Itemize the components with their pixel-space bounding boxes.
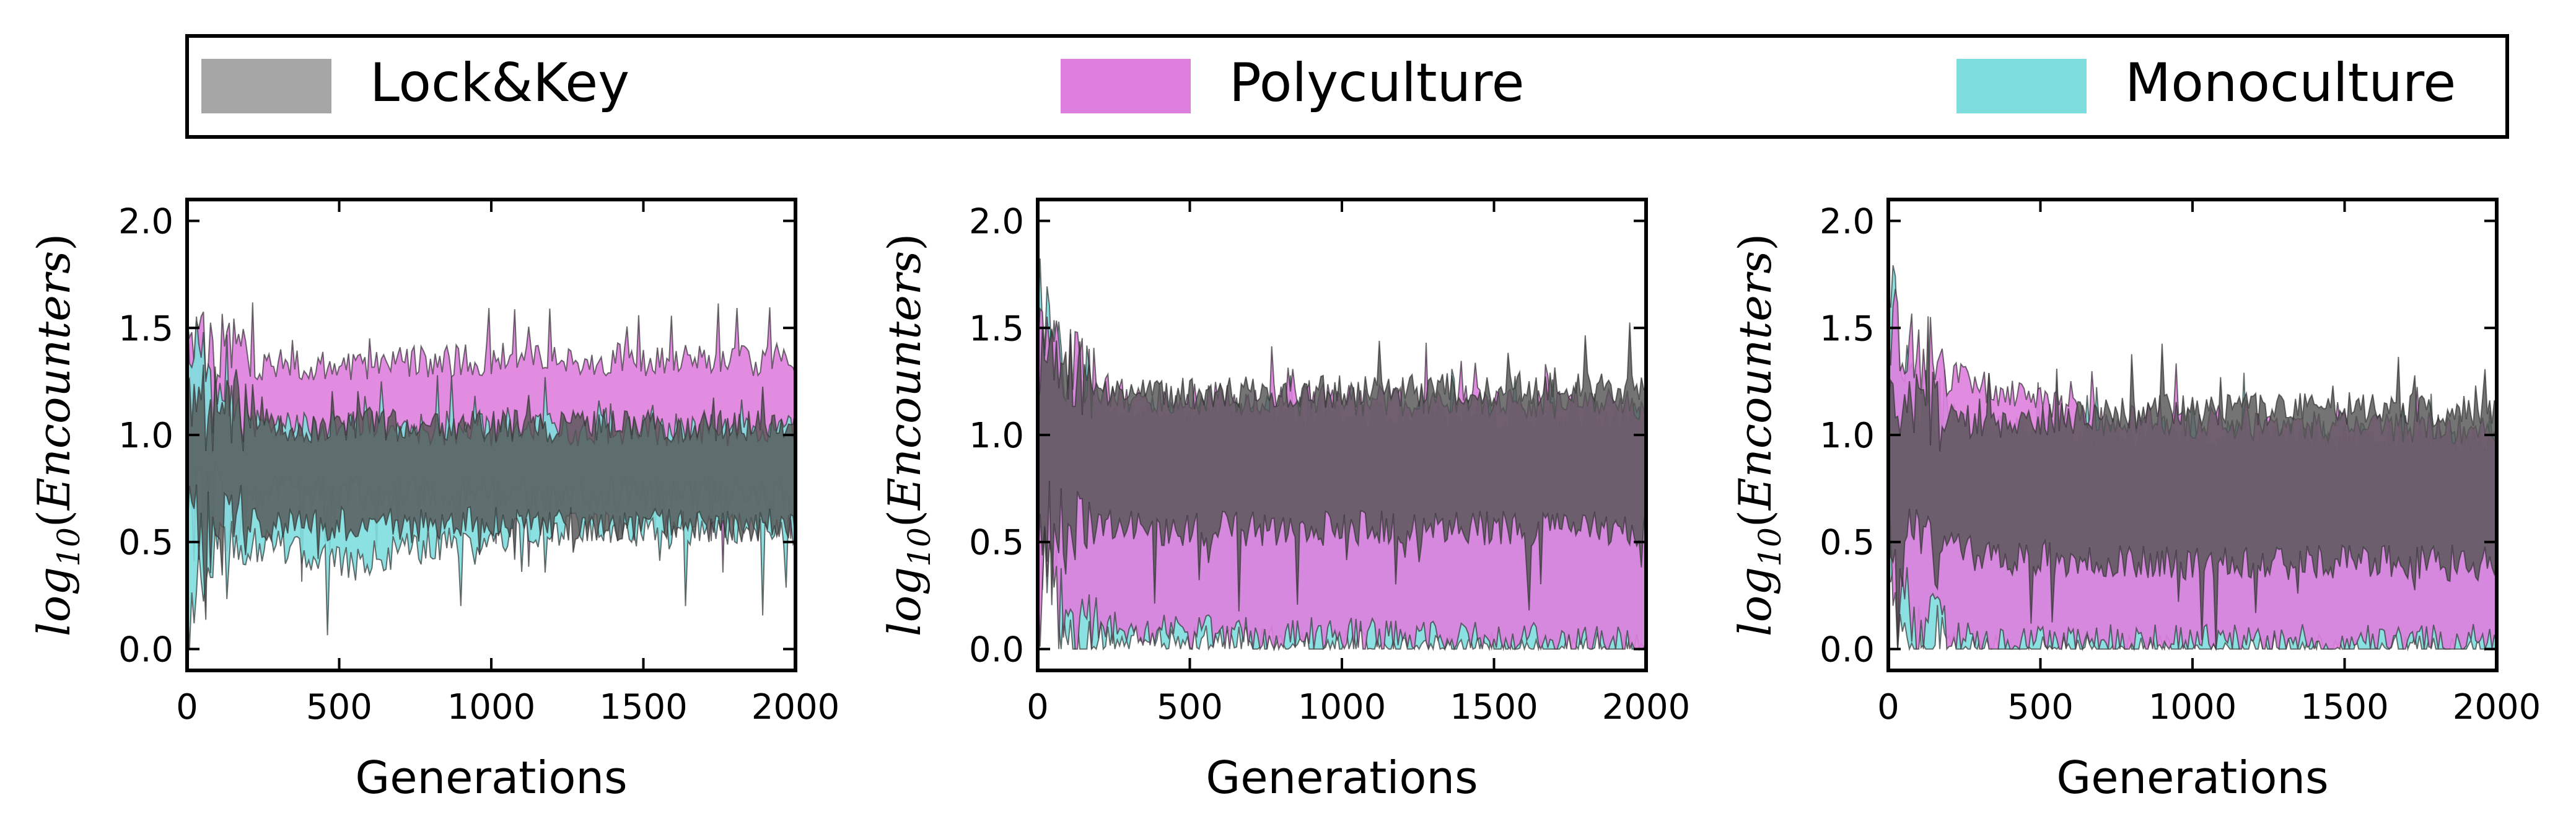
x-tick-label: 500: [1157, 687, 1223, 727]
legend-swatch-polyculture: [1061, 59, 1191, 113]
y-axis-label-paren-open: (: [878, 510, 931, 527]
y-tick-label: 1.5: [969, 309, 1024, 349]
y-tick-label: 1.5: [1820, 309, 1875, 349]
x-tick-label: 500: [306, 687, 372, 727]
y-tick-label: 2.0: [118, 202, 173, 242]
y-tick-label: 0.0: [1820, 630, 1875, 670]
x-axis-label: Generations: [1206, 752, 1478, 804]
y-axis-label-text: Encounters: [878, 251, 931, 511]
y-axis-label-text: Encounters: [1729, 251, 1781, 511]
y-tick-label: 1.0: [969, 416, 1024, 456]
y-tick-label: 2.0: [969, 202, 1024, 242]
x-tick-label: 500: [2007, 687, 2074, 727]
x-tick-label: 1000: [447, 687, 536, 727]
x-tick-label: 1500: [599, 687, 688, 727]
y-axis-label-log: log: [878, 567, 931, 636]
legend-swatch-lock-key: [201, 59, 331, 113]
y-axis-label-text: Encounters: [28, 251, 80, 511]
y-axis-label-subscript: 10: [901, 527, 937, 567]
legend-label-polyculture: Polyculture: [1229, 52, 1525, 114]
series-band-lock-key: [1888, 316, 2497, 649]
y-axis-label-subscript: 10: [51, 527, 87, 567]
y-tick-label: 1.0: [118, 416, 173, 456]
y-tick-label: 1.0: [1820, 416, 1875, 456]
y-axis-label-paren-open: (: [28, 510, 80, 527]
x-axis-label: Generations: [2056, 752, 2328, 804]
legend: Lock&Key Polyculture Monoculture: [185, 34, 2509, 139]
y-axis-label: log10(Encounters): [1729, 234, 1788, 637]
x-tick-label: 1000: [2149, 687, 2237, 727]
y-tick-label: 0.5: [969, 523, 1024, 563]
y-axis-label-log: log: [28, 567, 80, 636]
bands: [1888, 265, 2497, 652]
y-axis-label: log10(Encounters): [878, 234, 937, 637]
x-tick-label: 0: [176, 687, 198, 727]
y-axis-label-subscript: 10: [1752, 527, 1788, 567]
y-axis-label-log: log: [1729, 567, 1781, 636]
x-tick-label: 1000: [1298, 687, 1387, 727]
y-tick-label: 0.0: [118, 630, 173, 670]
x-axis-label: Generations: [355, 752, 627, 804]
y-axis-label-paren-close: ): [1729, 234, 1781, 251]
x-tick-label: 1500: [2300, 687, 2389, 727]
y-tick-label: 0.0: [969, 630, 1024, 670]
legend-swatch-monoculture: [1956, 59, 2087, 113]
y-axis-label-paren-open: (: [1729, 510, 1781, 527]
chart-panels: 0 500 1000 1500 20000.00.51.01.52.0Generatio…: [28, 198, 2541, 804]
panel-1: 0 500 1000 1500 2000 0.0 0.5 1.0 1.5 2.0 Generatio…: [28, 198, 840, 804]
x-tick-label: 1500: [1450, 687, 1538, 727]
panel-3: 0 500 1000 1500 2000 0.0 0.5 1.0 1.5 2.0 Generatio…: [1729, 198, 2541, 804]
x-tick-label: 0: [1027, 687, 1049, 727]
bands: [1038, 258, 1646, 652]
panel-2: 0 500 1000 1500 2000 0.0 0.5 1.0 1.5 2.0 Generatio…: [878, 198, 1691, 804]
legend-label-monoculture: Monoculture: [2125, 52, 2456, 114]
legend-label-lock-key: Lock&Key: [370, 52, 629, 114]
y-tick-label: 0.5: [1820, 523, 1875, 563]
y-axis-label-paren-close: ): [878, 234, 931, 251]
x-tick-label: 2000: [1602, 687, 1691, 727]
x-tick-label: 0: [1877, 687, 1899, 727]
y-axis-label: log10(Encounters): [28, 234, 87, 637]
x-tick-label: 2000: [2453, 687, 2541, 727]
series-band-lock-key: [187, 364, 795, 620]
x-tick-label: 2000: [751, 687, 840, 727]
y-tick-label: 0.5: [118, 523, 173, 563]
series-band-lock-key: [1038, 322, 1646, 612]
y-tick-label: 2.0: [1820, 202, 1875, 242]
bands: [187, 302, 795, 649]
y-axis-label-paren-close: ): [28, 234, 80, 251]
legend-frame: [185, 34, 2509, 139]
y-tick-label: 1.5: [118, 309, 173, 349]
